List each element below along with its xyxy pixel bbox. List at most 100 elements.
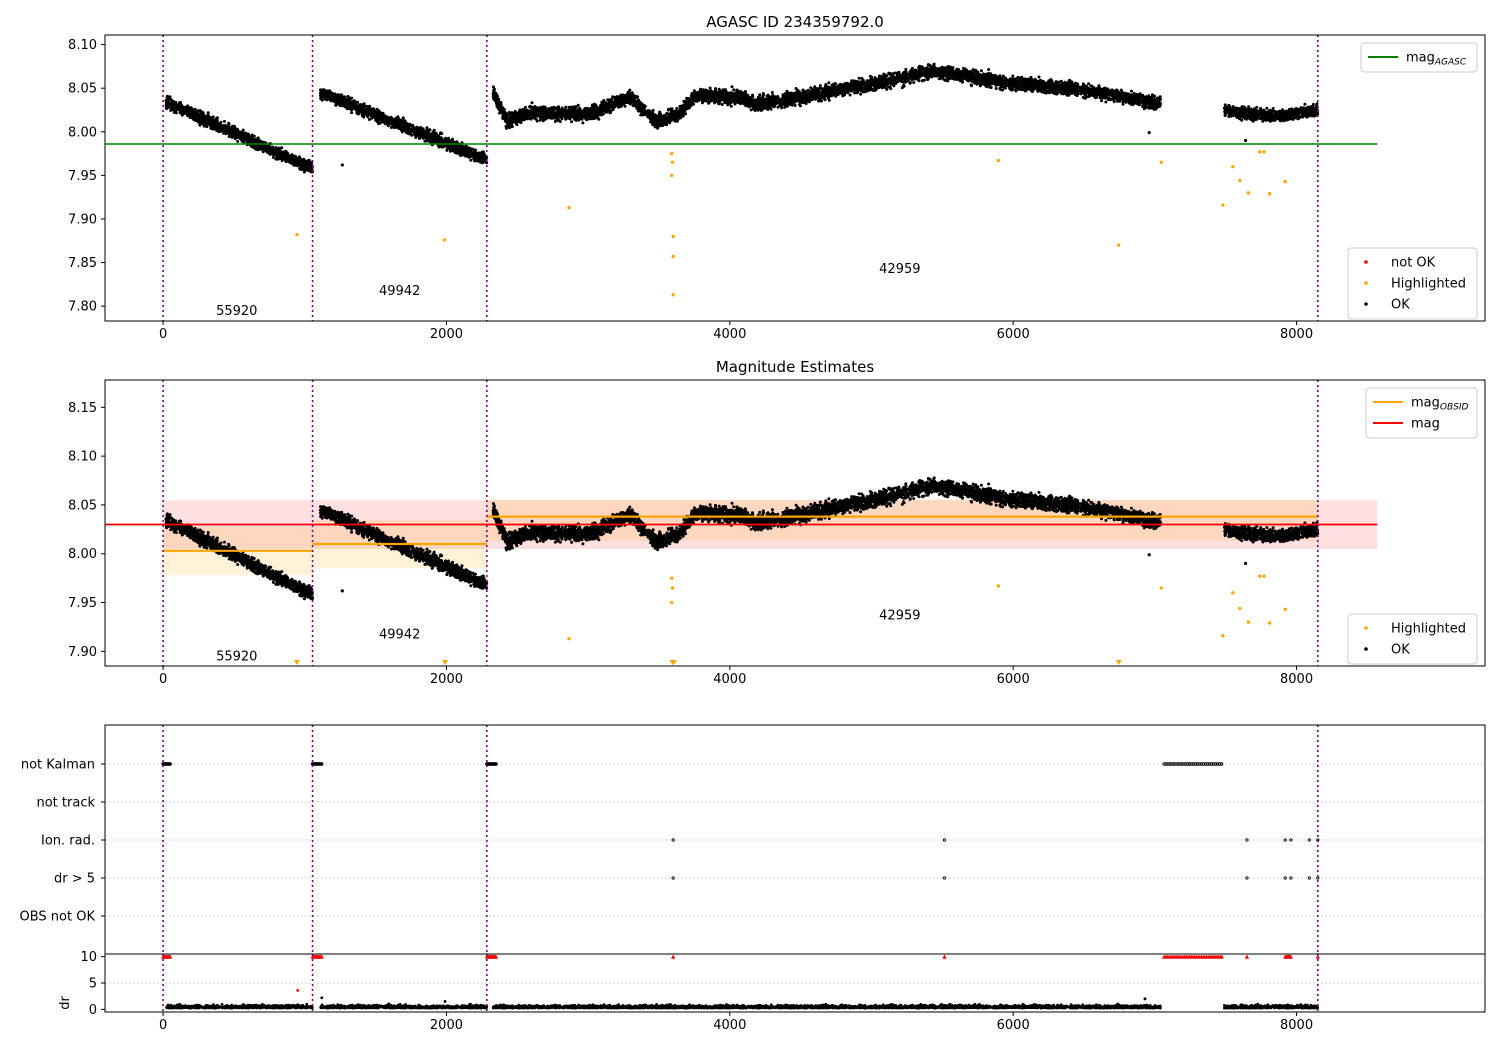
ok-point xyxy=(322,89,326,93)
ok-point xyxy=(338,95,342,99)
ok-point xyxy=(481,161,484,165)
ok-point xyxy=(375,107,379,111)
ok-point xyxy=(250,145,253,148)
ok-point xyxy=(192,117,196,121)
ok-point xyxy=(350,111,354,115)
ok-point xyxy=(247,133,251,137)
ok-point xyxy=(290,160,294,164)
ok-point xyxy=(240,130,244,134)
ok-point xyxy=(382,115,386,119)
ok-point xyxy=(267,148,271,152)
ok-point xyxy=(471,147,475,151)
ok-point xyxy=(302,164,306,168)
ok-point xyxy=(257,144,261,148)
ok-point xyxy=(451,137,454,141)
ok-point xyxy=(283,153,287,157)
ok-point xyxy=(445,147,449,151)
ok-point xyxy=(209,120,213,124)
ok-point xyxy=(239,134,243,138)
ok-point xyxy=(470,151,474,155)
ok-point xyxy=(336,93,339,97)
ok-point xyxy=(813,85,817,89)
ok-point xyxy=(236,139,240,143)
ok-point xyxy=(342,101,346,105)
ok-point xyxy=(349,101,353,105)
ok-point xyxy=(455,148,458,152)
ok-point xyxy=(201,115,205,119)
ok-point xyxy=(174,103,178,107)
ok-point xyxy=(455,140,459,144)
ok-point xyxy=(236,135,240,139)
ok-point xyxy=(222,130,226,134)
ok-point xyxy=(399,119,403,123)
ok-point xyxy=(416,126,420,130)
ok-point xyxy=(473,159,477,163)
ok-point xyxy=(463,147,467,151)
ok-point xyxy=(413,130,416,134)
ok-point xyxy=(356,105,360,109)
ok-point xyxy=(340,103,344,107)
ok-point xyxy=(353,101,357,105)
ok-point xyxy=(223,124,227,128)
ok-point xyxy=(309,161,313,165)
ok-point xyxy=(345,102,349,106)
ok-point xyxy=(323,95,327,99)
ok-point xyxy=(244,136,248,140)
ok-point xyxy=(215,123,219,127)
ok-point xyxy=(460,147,464,151)
ok-point xyxy=(570,120,574,124)
ok-point xyxy=(932,62,936,66)
ok-point xyxy=(173,106,177,110)
ok-point xyxy=(581,121,585,125)
ok-point xyxy=(365,104,369,108)
ok-point xyxy=(165,101,169,105)
ok-point xyxy=(296,163,300,167)
ok-point xyxy=(250,138,254,142)
ok-point xyxy=(180,113,184,117)
ok-point xyxy=(396,122,400,125)
ok-point xyxy=(827,81,831,85)
ok-point xyxy=(466,150,470,154)
ok-point xyxy=(448,149,452,153)
ok-point xyxy=(360,108,364,112)
ok-point xyxy=(441,140,445,144)
ok-point xyxy=(253,146,257,150)
ok-point xyxy=(350,96,354,100)
ok-point xyxy=(403,123,407,127)
ok-point xyxy=(373,114,377,118)
ok-point xyxy=(319,97,323,100)
ok-point xyxy=(297,155,301,159)
ok-point xyxy=(280,154,283,158)
ok-point xyxy=(421,127,425,131)
ok-point xyxy=(400,130,404,134)
ok-point xyxy=(334,103,338,107)
ok-point xyxy=(405,131,409,135)
ok-point xyxy=(228,130,232,134)
ok-point xyxy=(377,114,381,118)
ok-point xyxy=(235,130,239,134)
ok-point xyxy=(429,133,433,136)
ok-point xyxy=(179,101,183,105)
ok-point xyxy=(1087,82,1091,86)
ok-point xyxy=(206,117,210,121)
ok-point xyxy=(477,151,481,155)
ok-point xyxy=(227,121,231,125)
ok-point xyxy=(289,155,293,159)
ok-point xyxy=(367,113,371,117)
ok-point xyxy=(270,151,274,155)
ok-point xyxy=(254,137,258,141)
ok-point xyxy=(459,150,463,154)
ok-point xyxy=(375,117,379,121)
ok-point xyxy=(293,160,297,164)
ok-point xyxy=(380,116,383,120)
ok-point xyxy=(567,105,571,109)
ok-point xyxy=(761,92,765,95)
ok-point xyxy=(180,108,184,112)
ok-point xyxy=(987,68,991,71)
ok-point xyxy=(295,157,299,161)
ok-point xyxy=(413,133,417,137)
ok-point xyxy=(171,104,175,108)
ok-point xyxy=(261,149,265,153)
ok-point xyxy=(169,98,173,102)
